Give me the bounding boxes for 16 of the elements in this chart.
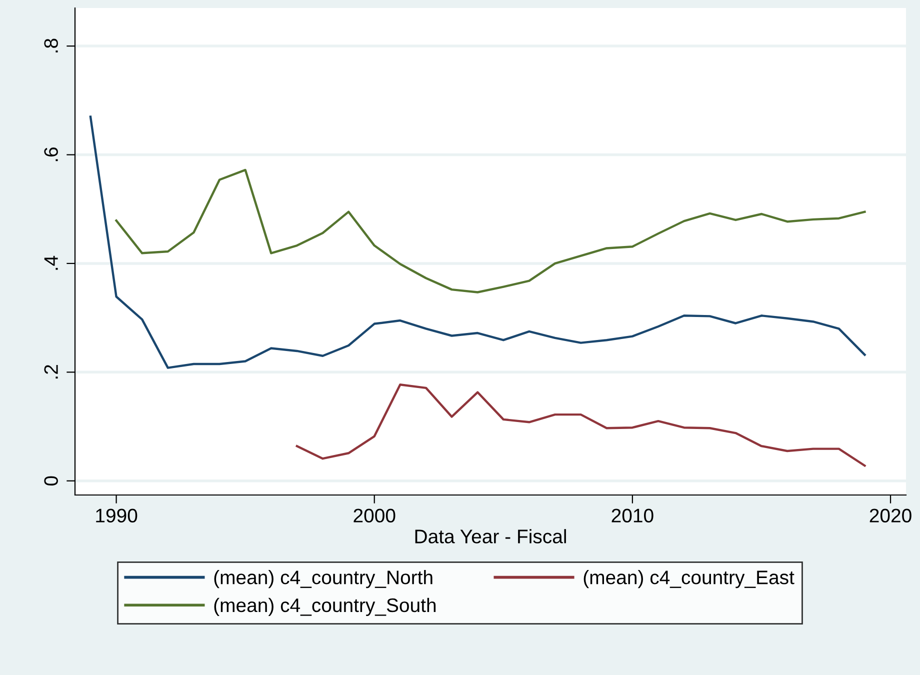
x-axis-title: Data Year - Fiscal — [415, 529, 566, 544]
x-tick-label: 2010 — [612, 508, 654, 522]
line-series — [296, 384, 866, 467]
line-series — [89, 116, 866, 369]
y-tick-label: .8 — [44, 38, 58, 52]
x-tick-label: 1990 — [96, 508, 138, 522]
y-tick-label: .2 — [44, 365, 58, 378]
y-tick-label: 0 — [44, 476, 58, 486]
x-tick-label: 2020 — [870, 508, 912, 522]
x-tick-label: 2000 — [354, 508, 396, 522]
legend-label: (mean) c4_country_East — [584, 570, 794, 588]
y-tick-label: .4 — [44, 256, 58, 270]
y-tick-label: .6 — [44, 148, 58, 162]
line-series — [115, 168, 866, 294]
legend-label: (mean) c4_country_South — [214, 598, 436, 616]
legend-label: (mean) c4_country_North — [214, 570, 432, 588]
